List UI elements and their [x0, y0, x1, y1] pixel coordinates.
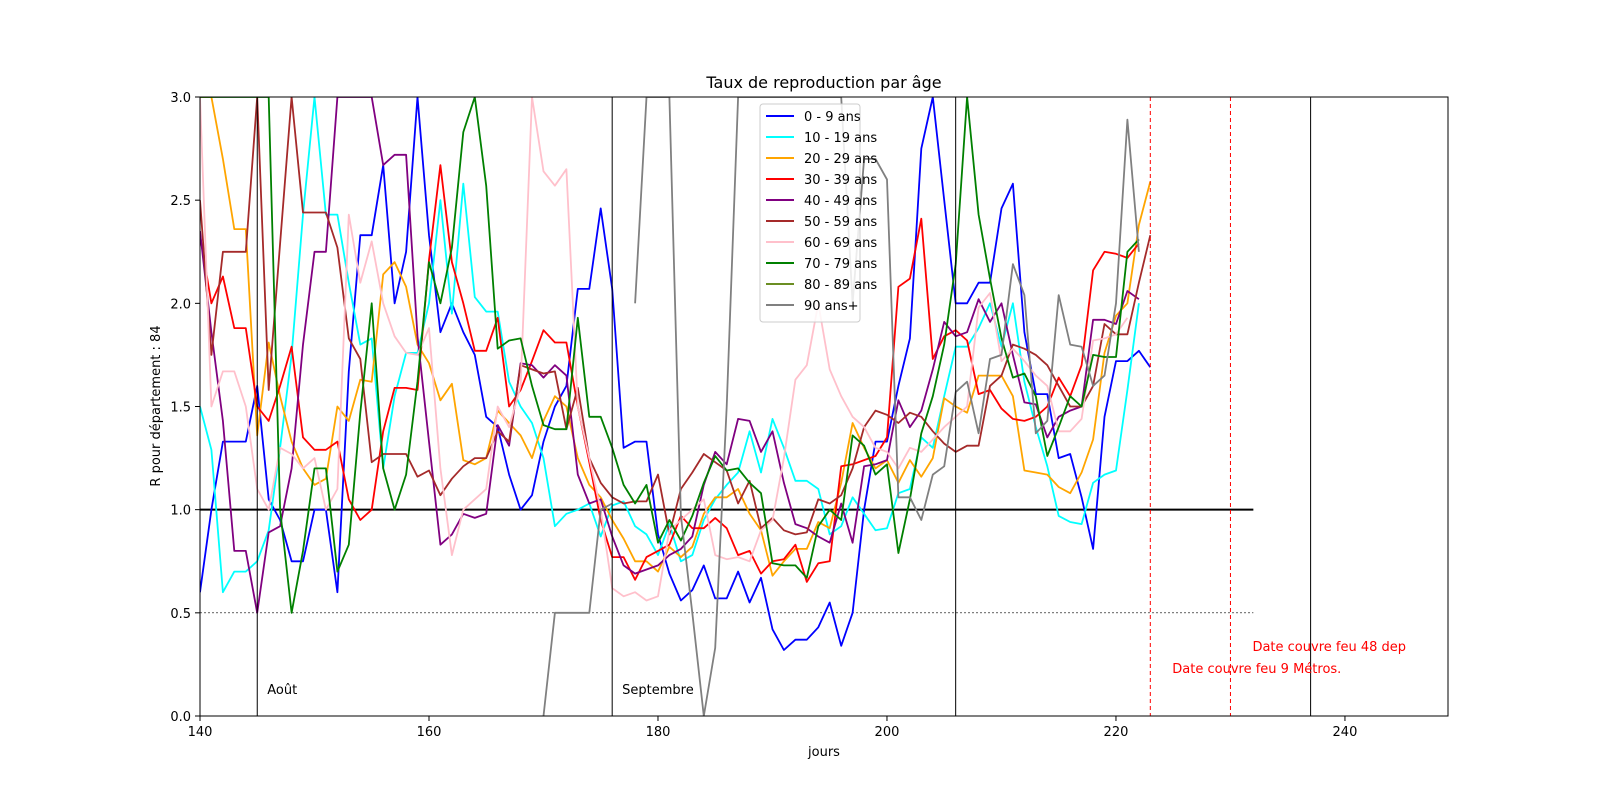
- series-lines: [200, 97, 1152, 716]
- y-axis-ticks: 0.0 0.5 1.0 1.5 2.0 2.5 3.0: [170, 91, 200, 725]
- x-axis-label: jours: [807, 745, 840, 760]
- legend-label-5: 50 - 59 ans: [804, 215, 877, 230]
- y-tick-label-5: 2.5: [170, 194, 191, 209]
- series-line-1-0: [200, 97, 1140, 594]
- series-line-9-0: [542, 502, 613, 716]
- legend-label-7: 70 - 79 ans: [804, 257, 877, 272]
- series-line-9-1: [634, 97, 1140, 716]
- series-line-7-0: [200, 97, 1140, 614]
- vertical-lines: [256, 97, 1312, 716]
- x-tick-label-2: 180: [646, 725, 671, 740]
- vertical-line-label-4: Date couvre feu 9 Métros.: [1172, 662, 1341, 677]
- reference-lines: [200, 508, 1254, 614]
- series-line-0-0: [200, 97, 1152, 651]
- legend-label-6: 60 - 69 ans: [804, 236, 877, 251]
- x-tick-label-3: 200: [875, 725, 900, 740]
- series-line-3-0: [200, 164, 1140, 583]
- y-tick-label-2: 1.0: [170, 504, 191, 519]
- y-tick-label-6: 3.0: [170, 91, 191, 106]
- vertical-line-label-1: Septembre: [622, 683, 694, 698]
- legend: 0 - 9 ans 10 - 19 ans 20 - 29 ans 30 - 39 a…: [759, 103, 877, 323]
- legend-label-3: 30 - 39 ans: [804, 173, 877, 188]
- legend-label-8: 80 - 89 ans: [804, 278, 877, 293]
- series-line-5-0: [200, 97, 1152, 536]
- legend-label-2: 20 - 29 ans: [804, 152, 877, 167]
- legend-label-1: 10 - 19 ans: [804, 131, 877, 146]
- y-axis-label: R pour département : 84: [149, 325, 164, 486]
- legend-label-4: 40 - 49 ans: [804, 194, 877, 209]
- y-tick-label-4: 2.0: [170, 297, 191, 312]
- y-tick-label-1: 0.5: [170, 607, 191, 622]
- x-axis-ticks: 140 160 180 200 220 240: [188, 716, 1358, 740]
- x-tick-label-5: 240: [1333, 725, 1358, 740]
- vertical-line-label-0: Août: [267, 683, 297, 698]
- x-tick-label-4: 220: [1104, 725, 1129, 740]
- series-line-6-0: [200, 97, 1129, 602]
- legend-label-0: 0 - 9 ans: [804, 110, 861, 125]
- chart-title: Taux de reproduction par âge: [705, 73, 941, 92]
- x-tick-label-0: 140: [188, 725, 213, 740]
- y-tick-label-0: 0.0: [170, 710, 191, 725]
- x-tick-label-1: 160: [417, 725, 442, 740]
- y-tick-label-3: 1.5: [170, 401, 191, 416]
- vertical-line-labels: Août Septembre Date couvre feu 9 Métros. Da…: [267, 640, 1406, 698]
- legend-label-9: 90 ans+: [804, 299, 859, 314]
- series-line-4-0: [200, 97, 1140, 614]
- vertical-line-label-5: Date couvre feu 48 dep: [1252, 640, 1406, 655]
